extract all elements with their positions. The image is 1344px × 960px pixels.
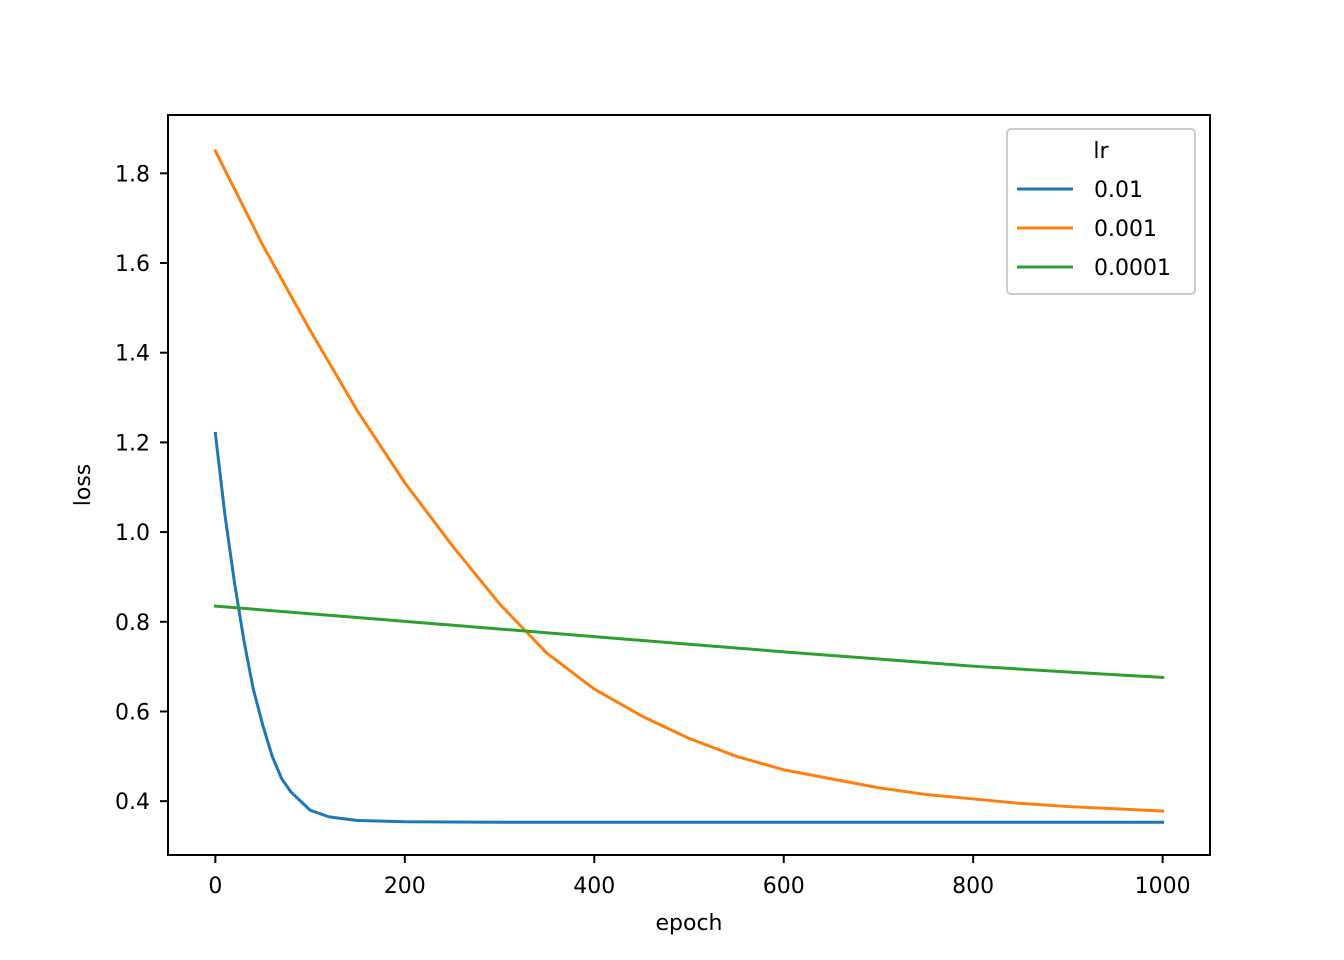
- legend-title: lr: [1093, 139, 1109, 164]
- legend-label-3: 0.0001: [1094, 256, 1171, 281]
- x-tick-label-5: 800: [952, 874, 994, 899]
- y-tick-label-6: 1.4: [115, 342, 150, 367]
- legend-box: [1006, 128, 1196, 295]
- x-axis-label: epoch: [656, 911, 723, 936]
- legend-label-1: 0.01: [1094, 178, 1143, 203]
- series-line-2: [213, 148, 1165, 813]
- y-tick-label-3: 0.8: [115, 611, 150, 636]
- x-tick-label-2: 200: [384, 874, 426, 899]
- legend: lr 0.01 0.001 0.0001: [1006, 128, 1196, 295]
- y-tick-label-4: 1.0: [115, 521, 150, 546]
- y-tick-label-2: 0.6: [115, 700, 150, 725]
- legend-label-2: 0.001: [1094, 217, 1157, 242]
- y-tick-label-7: 1.6: [115, 252, 150, 277]
- x-tick-label-3: 400: [573, 874, 615, 899]
- series-line-1: [213, 431, 1165, 824]
- plot-layer: [213, 148, 1165, 824]
- plot-frame: [167, 114, 1211, 856]
- y-tick-label-1: 0.4: [115, 790, 150, 815]
- y-axis-label: loss: [71, 464, 96, 507]
- x-tick-label-4: 600: [763, 874, 805, 899]
- labels-layer: epoch loss: [71, 464, 723, 936]
- series-line-3: [213, 604, 1165, 679]
- y-tick-label-8: 1.8: [115, 162, 150, 187]
- x-tick-label-6: 1000: [1135, 874, 1191, 899]
- y-tick-label-5: 1.2: [115, 431, 150, 456]
- x-tick-label-1: 0: [208, 874, 222, 899]
- legend-items: 0.01 0.001 0.0001: [1017, 178, 1171, 281]
- axes-layer: 0 200 400 600 800 1000 0.4 0.6 0.8 1.0 1.2 1.4 1.6 1.…: [115, 114, 1211, 899]
